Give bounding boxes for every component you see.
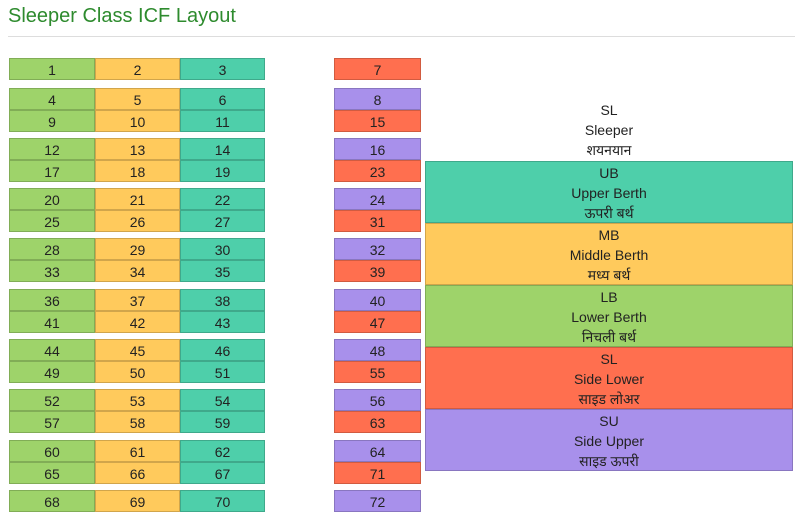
- berth-side-lower-7: 7: [334, 58, 421, 80]
- berth-lower-44: 44: [9, 339, 95, 361]
- berth-middle-42: 42: [95, 311, 180, 333]
- berth-side-upper-64: 64: [334, 440, 421, 462]
- berth-lower-41: 41: [9, 311, 95, 333]
- berth-lower-12: 12: [9, 138, 95, 160]
- berth-lower-28: 28: [9, 238, 95, 260]
- legend-code: SU: [599, 413, 619, 429]
- berth-upper-46: 46: [180, 339, 265, 361]
- berth-middle-37: 37: [95, 289, 180, 311]
- legend-code: MB: [598, 227, 620, 243]
- berth-upper-27: 27: [180, 210, 265, 232]
- berth-middle-69: 69: [95, 490, 180, 512]
- berth-side-upper-40: 40: [334, 289, 421, 311]
- legend-lower-berth: LB Lower Berth निचली बर्थ: [425, 285, 793, 347]
- legend-code: LB: [600, 289, 618, 305]
- berth-upper-43: 43: [180, 311, 265, 333]
- berth-upper-3: 3: [180, 58, 265, 80]
- legend-hindi: साइड लोअर: [578, 391, 640, 407]
- legend-english: Middle Berth: [569, 247, 649, 263]
- berth-lower-4: 4: [9, 88, 95, 110]
- berth-side-lower-47: 47: [334, 311, 421, 333]
- berth-lower-68: 68: [9, 490, 95, 512]
- legend-code: UB: [599, 165, 619, 181]
- berth-side-lower-63: 63: [334, 411, 421, 433]
- berth-side-upper-16: 16: [334, 138, 421, 160]
- berth-lower-65: 65: [9, 462, 95, 484]
- berth-upper-70: 70: [180, 490, 265, 512]
- berth-side-lower-15: 15: [334, 110, 421, 132]
- berth-side-upper-32: 32: [334, 238, 421, 260]
- berth-lower-49: 49: [9, 361, 95, 383]
- berth-side-lower-39: 39: [334, 260, 421, 282]
- legend-header-hindi: शयनयान: [586, 142, 632, 158]
- berth-side-lower-23: 23: [334, 160, 421, 182]
- berth-middle-61: 61: [95, 440, 180, 462]
- berth-side-upper-48: 48: [334, 339, 421, 361]
- berth-side-upper-56: 56: [334, 389, 421, 411]
- legend-side-lower: SL Side Lower साइड लोअर: [425, 347, 793, 409]
- legend-code: SL: [600, 351, 618, 367]
- berth-lower-9: 9: [9, 110, 95, 132]
- legend-header-english: Sleeper: [584, 122, 634, 138]
- berth-lower-52: 52: [9, 389, 95, 411]
- berth-lower-20: 20: [9, 188, 95, 210]
- berth-upper-6: 6: [180, 88, 265, 110]
- berth-middle-58: 58: [95, 411, 180, 433]
- legend-middle-berth: MB Middle Berth मध्य बर्थ: [425, 223, 793, 285]
- berth-side-upper-72: 72: [334, 490, 421, 512]
- berth-side-upper-24: 24: [334, 188, 421, 210]
- legend-header-code: SL: [600, 102, 618, 118]
- legend-english: Lower Berth: [571, 309, 647, 325]
- berth-upper-35: 35: [180, 260, 265, 282]
- berth-lower-17: 17: [9, 160, 95, 182]
- berth-middle-26: 26: [95, 210, 180, 232]
- berth-upper-51: 51: [180, 361, 265, 383]
- berth-middle-21: 21: [95, 188, 180, 210]
- berth-middle-13: 13: [95, 138, 180, 160]
- legend-hindi: साइड ऊपरी: [579, 453, 639, 469]
- berth-middle-10: 10: [95, 110, 180, 132]
- berth-lower-60: 60: [9, 440, 95, 462]
- legend-english: Side Lower: [573, 371, 645, 387]
- berth-side-lower-31: 31: [334, 210, 421, 232]
- berth-upper-19: 19: [180, 160, 265, 182]
- berth-upper-11: 11: [180, 110, 265, 132]
- legend-upper-berth: UB Upper Berth ऊपरी बर्थ: [425, 161, 793, 223]
- legend-hindi: ऊपरी बर्थ: [584, 205, 634, 221]
- berth-side-upper-8: 8: [334, 88, 421, 110]
- legend-english: Upper Berth: [571, 185, 647, 201]
- berth-upper-38: 38: [180, 289, 265, 311]
- legend-header: SL Sleeper शयनयान: [425, 100, 793, 160]
- berth-lower-1: 1: [9, 58, 95, 80]
- title-divider: [8, 36, 795, 37]
- berth-side-lower-55: 55: [334, 361, 421, 383]
- berth-upper-67: 67: [180, 462, 265, 484]
- legend-hindi: मध्य बर्थ: [587, 267, 631, 283]
- legend-side-upper: SU Side Upper साइड ऊपरी: [425, 409, 793, 471]
- berth-middle-29: 29: [95, 238, 180, 260]
- berth-upper-30: 30: [180, 238, 265, 260]
- berth-middle-34: 34: [95, 260, 180, 282]
- berth-lower-33: 33: [9, 260, 95, 282]
- berth-upper-59: 59: [180, 411, 265, 433]
- berth-middle-53: 53: [95, 389, 180, 411]
- berth-middle-45: 45: [95, 339, 180, 361]
- legend-english: Side Upper: [573, 433, 645, 449]
- berth-upper-54: 54: [180, 389, 265, 411]
- legend-hindi: निचली बर्थ: [581, 329, 637, 345]
- berth-middle-18: 18: [95, 160, 180, 182]
- page-title: Sleeper Class ICF Layout: [8, 5, 236, 27]
- berth-middle-2: 2: [95, 58, 180, 80]
- berth-upper-62: 62: [180, 440, 265, 462]
- berth-lower-57: 57: [9, 411, 95, 433]
- berth-upper-22: 22: [180, 188, 265, 210]
- berth-side-lower-71: 71: [334, 462, 421, 484]
- berth-upper-14: 14: [180, 138, 265, 160]
- berth-middle-5: 5: [95, 88, 180, 110]
- berth-middle-50: 50: [95, 361, 180, 383]
- berth-middle-66: 66: [95, 462, 180, 484]
- berth-lower-36: 36: [9, 289, 95, 311]
- berth-lower-25: 25: [9, 210, 95, 232]
